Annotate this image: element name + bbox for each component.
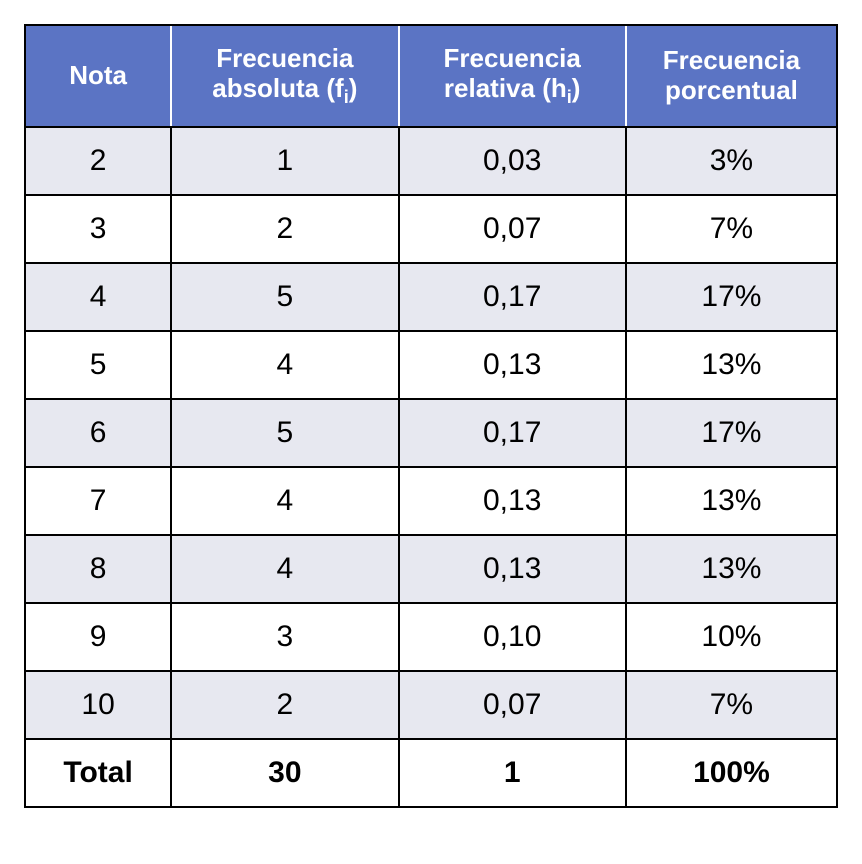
table-row: 740,1313% xyxy=(25,467,837,535)
cell-nota: 8 xyxy=(25,535,171,603)
footer-fi: 30 xyxy=(171,739,398,807)
col-header-frecuencia-porcentual: Frecuencia porcentual xyxy=(626,25,837,127)
cell-pct: 17% xyxy=(626,263,837,331)
cell-fi: 2 xyxy=(171,195,398,263)
footer-label: Total xyxy=(25,739,171,807)
cell-pct: 3% xyxy=(626,127,837,195)
cell-pct: 13% xyxy=(626,535,837,603)
table-row: 840,1313% xyxy=(25,535,837,603)
cell-fi: 2 xyxy=(171,671,398,739)
table-row: 650,1717% xyxy=(25,399,837,467)
frequency-table: Nota Frecuencia absoluta (fi) Frecuencia… xyxy=(24,24,838,808)
col-header-frecuencia-absoluta: Frecuencia absoluta (fi) xyxy=(171,25,398,127)
table-footer: Total 30 1 100% xyxy=(25,739,837,807)
cell-hi: 0,13 xyxy=(399,535,626,603)
table-row: 540,1313% xyxy=(25,331,837,399)
cell-hi: 0,13 xyxy=(399,467,626,535)
cell-fi: 5 xyxy=(171,263,398,331)
cell-hi: 0,17 xyxy=(399,399,626,467)
cell-nota: 7 xyxy=(25,467,171,535)
cell-fi: 4 xyxy=(171,535,398,603)
cell-pct: 7% xyxy=(626,195,837,263)
cell-fi: 1 xyxy=(171,127,398,195)
col-header-frecuencia-relativa: Frecuencia relativa (hi) xyxy=(399,25,626,127)
footer-row: Total 30 1 100% xyxy=(25,739,837,807)
cell-fi: 5 xyxy=(171,399,398,467)
cell-nota: 3 xyxy=(25,195,171,263)
page-container: Nota Frecuencia absoluta (fi) Frecuencia… xyxy=(0,0,862,864)
cell-pct: 17% xyxy=(626,399,837,467)
cell-pct: 13% xyxy=(626,467,837,535)
cell-nota: 4 xyxy=(25,263,171,331)
cell-hi: 0,07 xyxy=(399,671,626,739)
table-row: 320,077% xyxy=(25,195,837,263)
cell-pct: 13% xyxy=(626,331,837,399)
footer-pct: 100% xyxy=(626,739,837,807)
cell-hi: 0,10 xyxy=(399,603,626,671)
cell-nota: 5 xyxy=(25,331,171,399)
table-row: 1020,077% xyxy=(25,671,837,739)
cell-nota: 9 xyxy=(25,603,171,671)
footer-hi: 1 xyxy=(399,739,626,807)
header-row: Nota Frecuencia absoluta (fi) Frecuencia… xyxy=(25,25,837,127)
table-head: Nota Frecuencia absoluta (fi) Frecuencia… xyxy=(25,25,837,127)
cell-nota: 6 xyxy=(25,399,171,467)
cell-nota: 10 xyxy=(25,671,171,739)
cell-pct: 7% xyxy=(626,671,837,739)
cell-hi: 0,17 xyxy=(399,263,626,331)
table-body: 210,033%320,077%450,1717%540,1313%650,17… xyxy=(25,127,837,739)
cell-hi: 0,03 xyxy=(399,127,626,195)
table-row: 210,033% xyxy=(25,127,837,195)
cell-fi: 4 xyxy=(171,467,398,535)
table-row: 930,1010% xyxy=(25,603,837,671)
table-row: 450,1717% xyxy=(25,263,837,331)
cell-hi: 0,13 xyxy=(399,331,626,399)
cell-nota: 2 xyxy=(25,127,171,195)
cell-fi: 3 xyxy=(171,603,398,671)
cell-hi: 0,07 xyxy=(399,195,626,263)
cell-pct: 10% xyxy=(626,603,837,671)
col-header-nota: Nota xyxy=(25,25,171,127)
cell-fi: 4 xyxy=(171,331,398,399)
